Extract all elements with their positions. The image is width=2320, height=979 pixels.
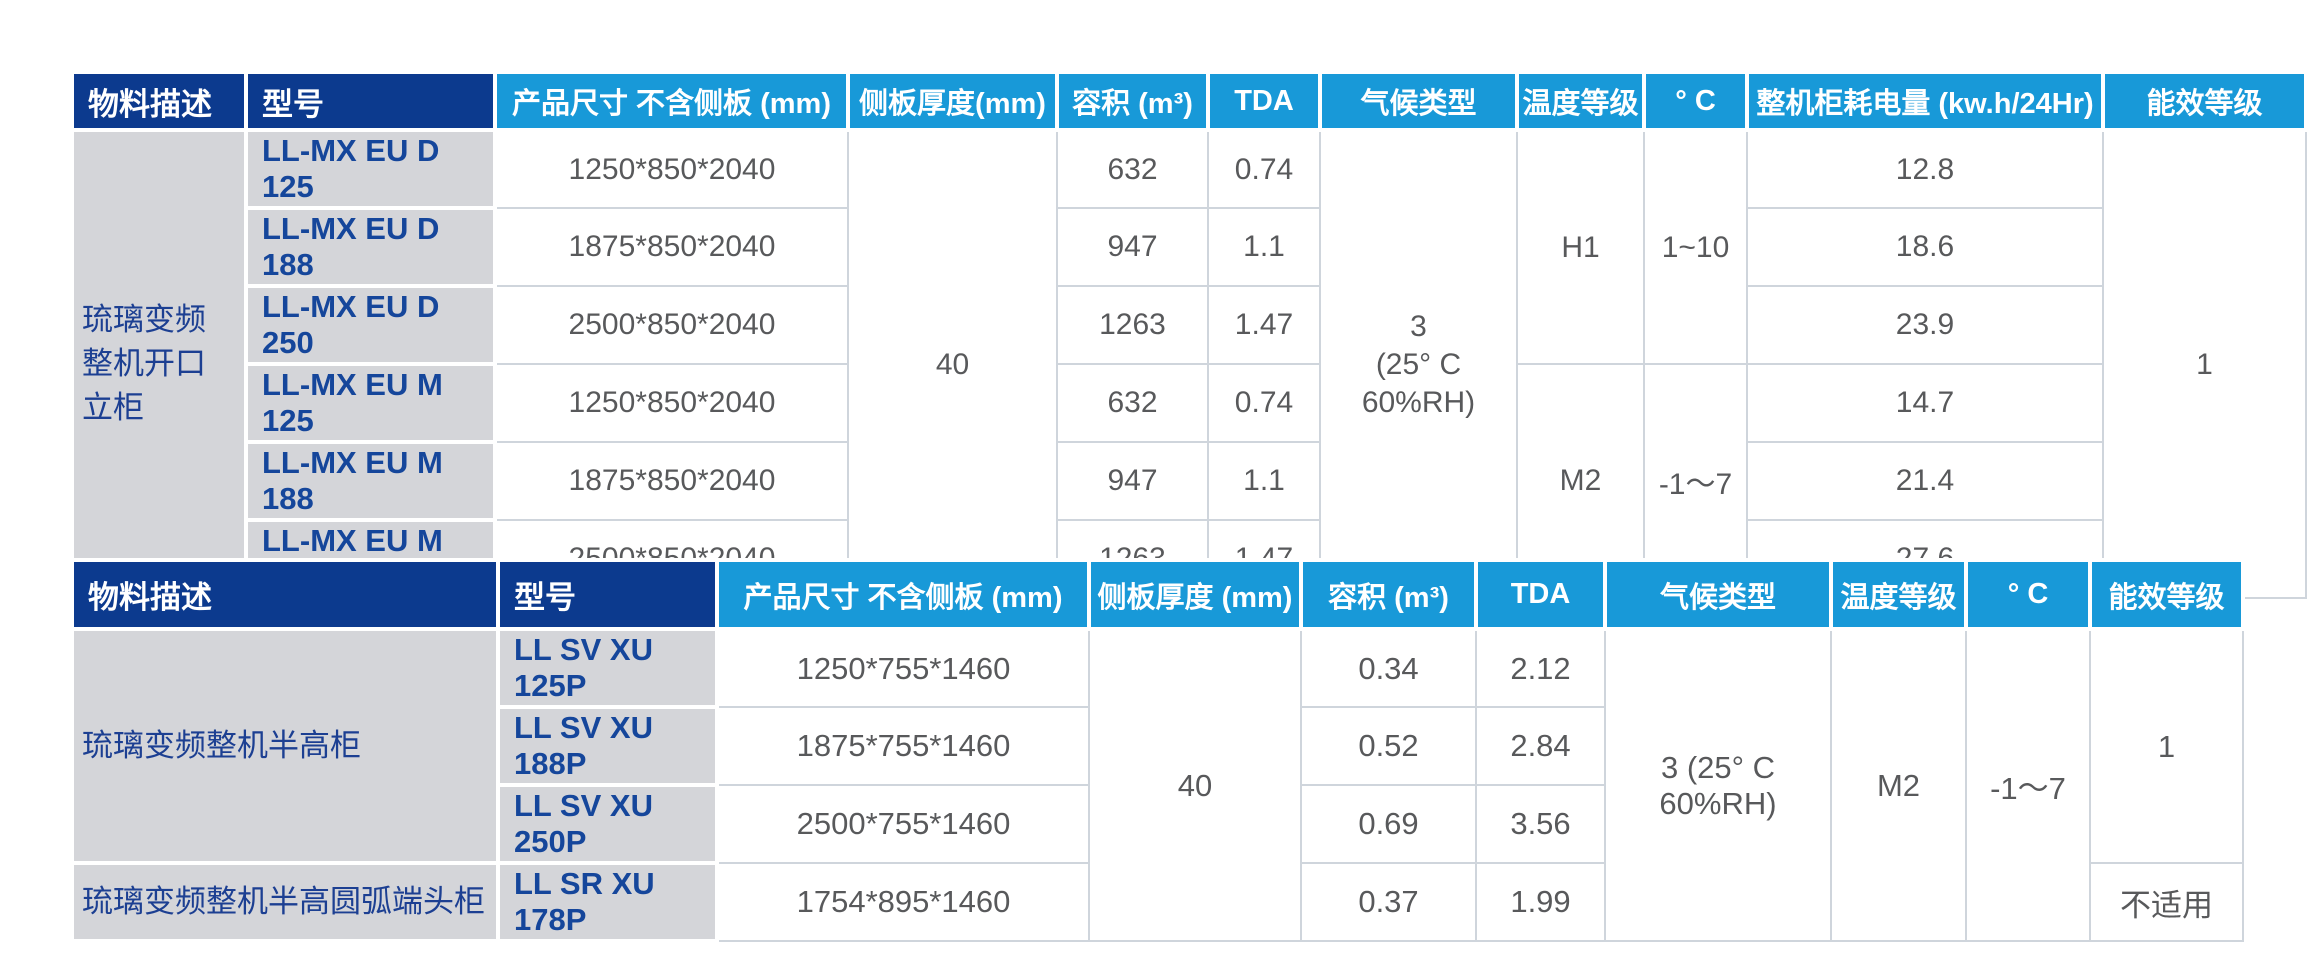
t2-header-tda: TDA	[1474, 558, 1607, 631]
t2-material-description-last-cell: 琉璃变频整机半高圆弧端头柜	[70, 861, 500, 943]
t2-header-temp-class: 温度等级	[1829, 558, 1968, 631]
t1-volume-cell: 632	[1056, 363, 1209, 443]
t2-row-1: 琉璃变频整机半高柜 LL SV XU 125P 1250*755*1460 40…	[70, 627, 2244, 942]
t1-header-celsius: ° C	[1642, 70, 1749, 132]
t1-model-cell: LL-MX EU M 125	[244, 362, 497, 444]
t1-tda-cell: 1.47	[1207, 285, 1321, 365]
t1-dimensions-cell: 2500*850*2040	[494, 285, 849, 365]
t2-energy-rating-cell: 1	[2089, 628, 2244, 864]
t2-row-2: LL SV XU 188P 1875*755*1460 0.52 2.84	[72, 705, 2243, 787]
t1-header-climate: 气候类型	[1318, 70, 1519, 132]
t1-power-cell: 14.7	[1746, 363, 2104, 443]
t1-temp-range-upper-cell: 1~10	[1643, 129, 1748, 365]
t1-header-material: 物料描述	[70, 70, 248, 132]
t2-header-climate: 气候类型	[1603, 558, 1833, 631]
t2-dimensions-cell: 1754*895*1460	[716, 862, 1090, 942]
t1-power-cell: 21.4	[1746, 441, 2104, 521]
t1-header-temp-class: 温度等级	[1515, 70, 1646, 132]
t1-volume-cell: 632	[1056, 129, 1209, 209]
t2-tda-cell: 2.12	[1475, 628, 1606, 708]
t1-row-5: LL-MX EU M 188 1875*850*2040 947 1.1 21.…	[72, 440, 2306, 522]
t2-header-model: 型号	[496, 558, 719, 631]
t1-volume-cell: 1263	[1056, 285, 1209, 365]
t1-dimensions-cell: 1250*850*2040	[494, 129, 849, 209]
t2-temp-class-cell: M2	[1830, 628, 1967, 942]
t2-thickness-cell: 40	[1088, 628, 1302, 942]
t2-model-cell: LL SV XU 188P	[496, 705, 719, 787]
t1-tda-cell: 1.1	[1207, 207, 1321, 287]
t1-temp-class-upper-cell: H1	[1516, 129, 1645, 365]
t1-tda-cell: 0.74	[1207, 129, 1321, 209]
t2-volume-cell: 0.69	[1300, 784, 1477, 864]
t1-header-energy: 能效等级	[2101, 70, 2308, 132]
t2-header-energy: 能效等级	[2088, 558, 2245, 631]
t2-header-row: 物料描述 型号 产品尺寸 不含侧板 (mm) 侧板厚度 (mm) 容积 (m³)…	[70, 558, 2245, 631]
t2-header-material: 物料描述	[70, 558, 500, 631]
t1-model-cell: LL-MX EU M 188	[244, 440, 497, 522]
t1-header-thickness: 侧板厚度(mm)	[846, 70, 1059, 132]
t2-header-volume: 容积 (m³)	[1299, 558, 1478, 631]
t1-header-row: 物料描述 型号 产品尺寸 不含侧板 (mm) 侧板厚度(mm) 容积 (m³) …	[70, 70, 2308, 132]
t1-header-power: 整机柜耗电量 (kw.h/24Hr)	[1745, 70, 2105, 132]
t2-tda-cell: 1.99	[1475, 862, 1606, 942]
t1-power-cell: 23.9	[1746, 285, 2104, 365]
t2-tda-cell: 2.84	[1475, 706, 1606, 786]
t2-volume-cell: 0.37	[1300, 862, 1477, 942]
t1-dimensions-cell: 1250*850*2040	[494, 363, 849, 443]
t2-header-dimensions: 产品尺寸 不含侧板 (mm)	[715, 558, 1091, 631]
t2-header-celsius: ° C	[1964, 558, 2092, 631]
t1-climate-cell: 3 (25° C 60%RH)	[1319, 129, 1518, 599]
t2-tda-cell: 3.56	[1475, 784, 1606, 864]
t1-energy-rating-cell: 1	[2102, 129, 2307, 599]
t1-climate-line1: 3	[1410, 309, 1427, 343]
t1-thickness-cell: 40	[847, 129, 1058, 599]
t2-material-description-main-cell: 琉璃变频整机半高柜	[70, 627, 500, 865]
t2-energy-rating-last-cell: 不适用	[2089, 862, 2244, 942]
t1-row-3: LL-MX EU D 250 2500*850*2040 1263 1.47 2…	[72, 284, 2306, 366]
t2-row-4: 琉璃变频整机半高圆弧端头柜 LL SR XU 178P 1754*895*146…	[70, 861, 2244, 943]
t1-climate-line2: (25° C 60%RH)	[1361, 347, 1476, 419]
t2-model-cell: LL SV XU 125P	[496, 627, 719, 709]
t2-volume-cell: 0.34	[1300, 628, 1477, 708]
t2-climate-cell: 3 (25° C 60%RH)	[1604, 628, 1832, 942]
product-spec-table-half-height-cabinets: 物料描述 型号 产品尺寸 不含侧板 (mm) 侧板厚度 (mm) 容积 (m³)…	[70, 558, 2245, 943]
t1-row-4: LL-MX EU M 125 1250*850*2040 632 0.74 M2…	[72, 362, 2306, 599]
t2-volume-cell: 0.52	[1300, 706, 1477, 786]
t1-header-volume: 容积 (m³)	[1055, 70, 1210, 132]
t1-row-1: 琉璃变频整机开口立柜 LL-MX EU D 125 1250*850*2040 …	[70, 128, 2307, 600]
t1-power-cell: 12.8	[1746, 129, 2104, 209]
t1-model-cell: LL-MX EU D 125	[244, 128, 497, 210]
t1-header-tda: TDA	[1206, 70, 1322, 132]
t1-row-2: LL-MX EU D 188 1875*850*2040 947 1.1 18.…	[72, 206, 2306, 288]
t1-volume-cell: 947	[1056, 207, 1209, 287]
t2-model-cell: LL SV XU 250P	[496, 783, 719, 865]
t1-material-description-cell: 琉璃变频整机开口立柜	[70, 128, 248, 600]
t2-dimensions-cell: 1250*755*1460	[716, 628, 1090, 708]
t2-header-thickness: 侧板厚度 (mm)	[1087, 558, 1303, 631]
t2-dimensions-cell: 1875*755*1460	[716, 706, 1090, 786]
t1-dimensions-cell: 1875*850*2040	[494, 441, 849, 521]
t1-power-cell: 18.6	[1746, 207, 2104, 287]
product-spec-table-upright-cabinets: 物料描述 型号 产品尺寸 不含侧板 (mm) 侧板厚度(mm) 容积 (m³) …	[70, 70, 2308, 600]
t1-header-model: 型号	[244, 70, 497, 132]
t1-model-cell: LL-MX EU D 250	[244, 284, 497, 366]
t2-row-3: LL SV XU 250P 2500*755*1460 0.69 3.56	[72, 783, 2243, 865]
t2-temp-range-cell: -1～7	[1965, 628, 2091, 942]
t1-header-dimensions: 产品尺寸 不含侧板 (mm)	[493, 70, 850, 132]
t2-model-cell: LL SR XU 178P	[496, 861, 719, 943]
t1-tda-cell: 0.74	[1207, 363, 1321, 443]
t1-tda-cell: 1.1	[1207, 441, 1321, 521]
t1-dimensions-cell: 1875*850*2040	[494, 207, 849, 287]
t1-volume-cell: 947	[1056, 441, 1209, 521]
t1-model-cell: LL-MX EU D 188	[244, 206, 497, 288]
t2-dimensions-cell: 2500*755*1460	[716, 784, 1090, 864]
